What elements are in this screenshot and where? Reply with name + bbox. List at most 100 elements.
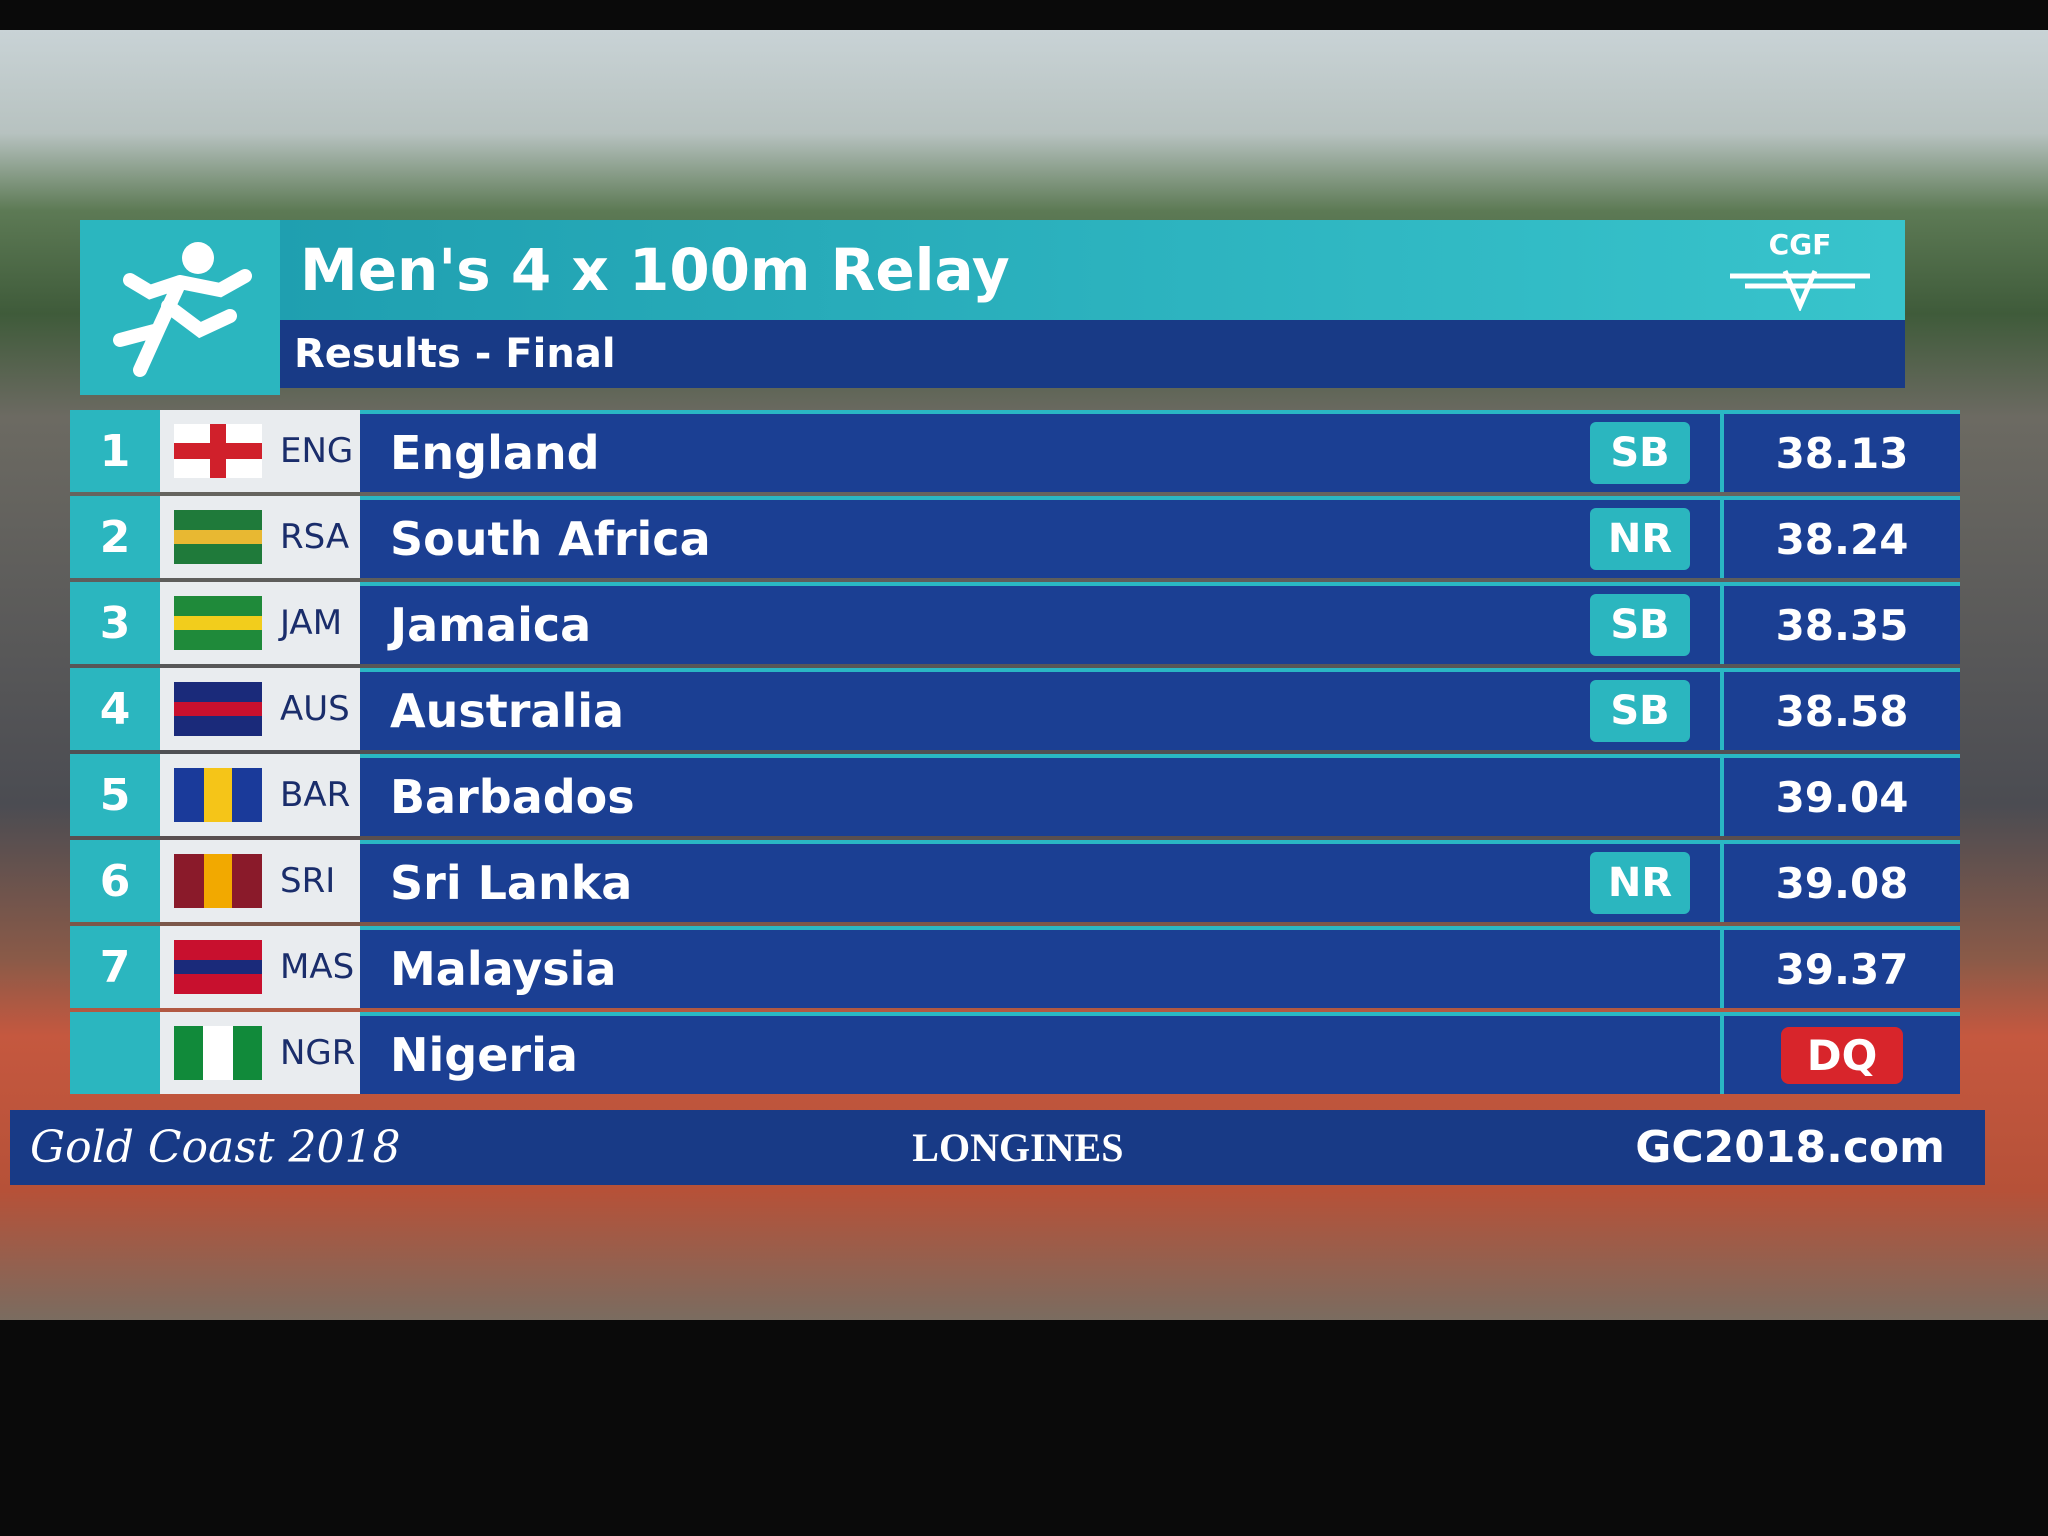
name-cell: Sri Lanka NR bbox=[360, 840, 1720, 922]
time-cell: 38.35 bbox=[1720, 582, 1960, 664]
title-bar: Men's 4 x 100m Relay bbox=[280, 220, 1905, 320]
record-badge: NR bbox=[1590, 508, 1690, 570]
flag bbox=[174, 1026, 262, 1080]
cgf-logo: CGF bbox=[1720, 228, 1880, 318]
country-code: AUS bbox=[280, 689, 350, 729]
country-name: Sri Lanka bbox=[390, 856, 633, 910]
flag bbox=[174, 854, 262, 908]
name-cell: Australia SB bbox=[360, 668, 1720, 750]
time-cell: 38.13 bbox=[1720, 410, 1960, 492]
footer-right: GC2018.com bbox=[1635, 1122, 1945, 1173]
flag bbox=[174, 424, 262, 478]
time-cell: 38.58 bbox=[1720, 668, 1960, 750]
country-name: Jamaica bbox=[390, 598, 592, 652]
flag-stripe bbox=[174, 530, 262, 544]
runner-icon bbox=[113, 242, 252, 377]
flag-stripe bbox=[174, 616, 262, 630]
record-badge: SB bbox=[1590, 594, 1690, 656]
flag-stripe bbox=[203, 1026, 233, 1080]
rank-cell: 2 bbox=[70, 496, 160, 578]
rank: 2 bbox=[99, 511, 131, 563]
rank-cell: 6 bbox=[70, 840, 160, 922]
logo-mark bbox=[1730, 270, 1870, 313]
flag bbox=[174, 768, 262, 822]
country-name: South Africa bbox=[390, 512, 711, 566]
flag-cell: MAS bbox=[160, 926, 360, 1008]
country-code: ENG bbox=[280, 431, 354, 471]
flag-cell: NGR bbox=[160, 1012, 360, 1094]
flag bbox=[174, 682, 262, 736]
record-badge: SB bbox=[1590, 422, 1690, 484]
name-cell: England SB bbox=[360, 410, 1720, 492]
flag-cell: ENG bbox=[160, 410, 360, 492]
subtitle-bar: Results - Final bbox=[280, 320, 1905, 388]
flag-cell: JAM bbox=[160, 582, 360, 664]
time: 39.04 bbox=[1775, 772, 1909, 822]
flag-cell: AUS bbox=[160, 668, 360, 750]
flag-stripe bbox=[174, 443, 262, 459]
rank-cell: 4 bbox=[70, 668, 160, 750]
footer-bar: Gold Coast 2018 LONGINES GC2018.com bbox=[10, 1110, 1985, 1185]
title: Men's 4 x 100m Relay bbox=[300, 236, 1010, 304]
flag-stripe bbox=[174, 702, 262, 716]
time-cell: DQ bbox=[1720, 1012, 1960, 1094]
country-code: MAS bbox=[280, 947, 355, 987]
flag-cell: SRI bbox=[160, 840, 360, 922]
result-row: NGR Nigeria DQ bbox=[0, 1012, 2048, 1094]
rank: 4 bbox=[99, 683, 131, 735]
rank-cell: 1 bbox=[70, 410, 160, 492]
name-cell: Jamaica SB bbox=[360, 582, 1720, 664]
sport-icon-box bbox=[80, 220, 280, 395]
time-cell: 39.08 bbox=[1720, 840, 1960, 922]
rank-cell: 3 bbox=[70, 582, 160, 664]
country-name: Nigeria bbox=[390, 1028, 578, 1082]
flag bbox=[174, 596, 262, 650]
rank: 1 bbox=[99, 425, 131, 477]
rank: 7 bbox=[99, 941, 131, 993]
country-code: JAM bbox=[280, 603, 343, 643]
rank: 6 bbox=[99, 855, 131, 907]
country-name: Barbados bbox=[390, 770, 635, 824]
time: DQ bbox=[1780, 1026, 1904, 1084]
time: 39.37 bbox=[1775, 944, 1909, 994]
name-cell: Nigeria bbox=[360, 1012, 1720, 1094]
record-badge: SB bbox=[1590, 680, 1690, 742]
result-row: 1 ENG England SB 38.13 bbox=[0, 410, 2048, 492]
result-row: 3 JAM Jamaica SB 38.35 bbox=[0, 582, 2048, 664]
name-cell: Barbados bbox=[360, 754, 1720, 836]
flag-stripe bbox=[204, 854, 232, 908]
rank: 5 bbox=[99, 769, 131, 821]
time: 38.35 bbox=[1775, 600, 1909, 650]
rank-cell bbox=[70, 1012, 160, 1094]
result-row: 6 SRI Sri Lanka NR 39.08 bbox=[0, 840, 2048, 922]
result-row: 4 AUS Australia SB 38.58 bbox=[0, 668, 2048, 750]
time-cell: 39.04 bbox=[1720, 754, 1960, 836]
flag bbox=[174, 940, 262, 994]
flag bbox=[174, 510, 262, 564]
rank-cell: 7 bbox=[70, 926, 160, 1008]
flag-cell: BAR bbox=[160, 754, 360, 836]
time-cell: 38.24 bbox=[1720, 496, 1960, 578]
flag-stripe bbox=[204, 768, 232, 822]
flag-stripe bbox=[174, 960, 262, 974]
time: 38.24 bbox=[1775, 514, 1909, 564]
name-cell: South Africa NR bbox=[360, 496, 1720, 578]
time: 38.58 bbox=[1775, 686, 1909, 736]
time: 38.13 bbox=[1775, 428, 1909, 478]
time: 39.08 bbox=[1775, 858, 1909, 908]
country-name: Malaysia bbox=[390, 942, 617, 996]
country-code: BAR bbox=[280, 775, 351, 815]
record-badge: NR bbox=[1590, 852, 1690, 914]
country-name: England bbox=[390, 426, 600, 480]
result-row: 2 RSA South Africa NR 38.24 bbox=[0, 496, 2048, 578]
rank: 3 bbox=[99, 597, 131, 649]
flag-cell: RSA bbox=[160, 496, 360, 578]
logo-text: CGF bbox=[1768, 228, 1832, 261]
rank-cell: 5 bbox=[70, 754, 160, 836]
footer-center: LONGINES bbox=[912, 1125, 1124, 1170]
name-cell: Malaysia bbox=[360, 926, 1720, 1008]
result-row: 5 BAR Barbados 39.04 bbox=[0, 754, 2048, 836]
result-row: 7 MAS Malaysia 39.37 bbox=[0, 926, 2048, 1008]
footer-left: Gold Coast 2018 bbox=[30, 1122, 401, 1173]
